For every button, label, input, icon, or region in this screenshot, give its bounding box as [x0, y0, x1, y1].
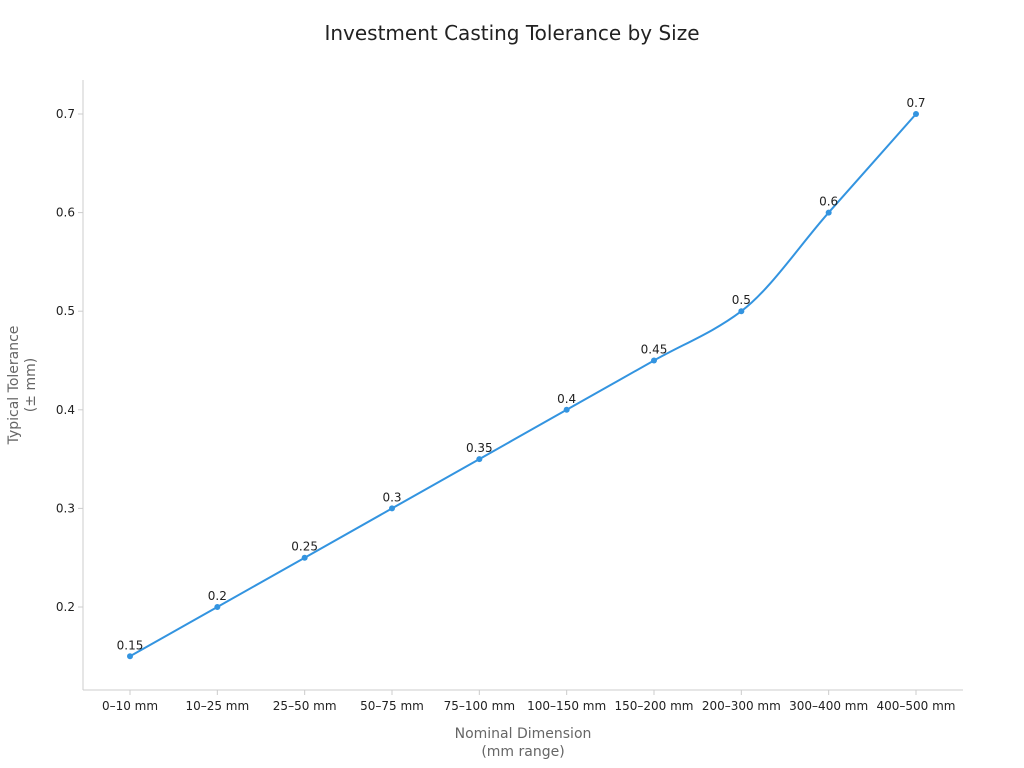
- y-tick-label: 0.2: [56, 600, 75, 614]
- data-label: 0.15: [117, 638, 144, 652]
- data-label: 0.5: [732, 293, 751, 307]
- data-point: [651, 357, 657, 364]
- data-point: [127, 653, 133, 660]
- series-line: [129, 113, 917, 658]
- data-label: 0.2: [208, 589, 227, 603]
- data-points: [127, 111, 919, 660]
- data-label: 0.3: [382, 490, 401, 504]
- data-point: [563, 406, 570, 413]
- y-tick-label: 0.7: [56, 107, 75, 121]
- x-tick-label: 0–10 mm: [102, 699, 158, 713]
- x-tick-label: 100–150 mm: [527, 699, 606, 713]
- data-point: [825, 209, 832, 216]
- x-tick-label: 25–50 mm: [273, 699, 337, 713]
- y-axis-title-line-1: Typical Tolerance: [6, 326, 22, 446]
- data-label: 0.25: [291, 540, 318, 554]
- data-label: 0.7: [906, 96, 925, 110]
- data-label: 0.4: [557, 392, 576, 406]
- data-point: [476, 456, 483, 463]
- x-tick-label: 400–500 mm: [876, 699, 955, 713]
- x-tick-label: 200–300 mm: [702, 699, 781, 713]
- data-point: [214, 604, 221, 610]
- chart-title: Investment Casting Tolerance by Size: [324, 21, 699, 45]
- x-axis-title: Nominal Dimension (mm range): [455, 726, 592, 760]
- y-axis-title-line-2: (± mm): [23, 358, 39, 412]
- x-tick-label: 300–400 mm: [789, 699, 868, 713]
- x-axis-title-line-1: Nominal Dimension: [455, 726, 592, 742]
- x-tick-label: 50–75 mm: [360, 699, 424, 713]
- x-axis-ticks: 0–10 mm 10–25 mm 25–50 mm 50–75 mm 75–100 mm…: [102, 690, 956, 713]
- y-axis-ticks: 0.2 0.3 0.4 0.5 0.6 0.7: [56, 107, 83, 614]
- data-point: [738, 308, 745, 315]
- y-tick-label: 0.3: [56, 501, 75, 515]
- y-tick-label: 0.5: [56, 304, 75, 318]
- data-point: [301, 554, 308, 561]
- x-tick-label: 10–25 mm: [185, 699, 249, 713]
- data-label: 0.35: [466, 441, 493, 455]
- y-axis-title: Typical Tolerance (± mm): [6, 326, 39, 446]
- x-tick-label: 150–200 mm: [614, 699, 693, 713]
- data-label: 0.6: [819, 195, 838, 209]
- data-label: 0.45: [641, 343, 668, 357]
- y-tick-label: 0.4: [56, 403, 75, 417]
- series-group: [129, 113, 917, 658]
- data-labels: 0.15 0.2 0.25 0.3 0.35 0.4 0.45 0.5 0.6 0.7: [117, 96, 926, 652]
- data-point: [389, 505, 395, 512]
- data-point: [913, 111, 919, 117]
- x-axis-title-line-2: (mm range): [481, 744, 564, 760]
- x-tick-label: 75–100 mm: [444, 699, 515, 713]
- y-tick-label: 0.6: [56, 206, 75, 220]
